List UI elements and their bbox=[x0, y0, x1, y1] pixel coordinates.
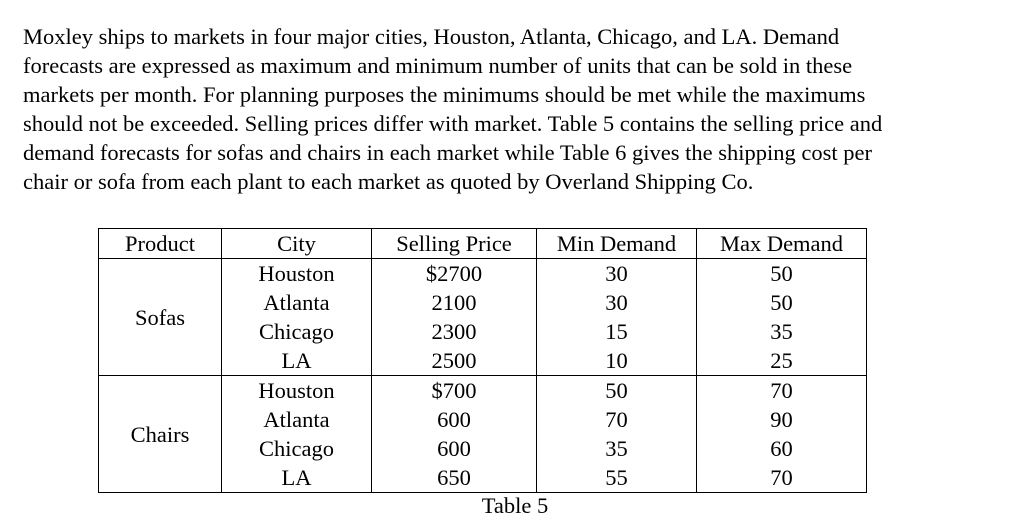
min-demand-cell: 30 bbox=[536, 258, 697, 288]
max-demand-cell: 70 bbox=[696, 375, 867, 405]
max-demand-cell: 60 bbox=[696, 434, 867, 463]
header-max-demand: Max Demand bbox=[696, 228, 867, 259]
price-cell: 2300 bbox=[371, 317, 537, 346]
table-row: Atlanta 600 70 90 bbox=[99, 405, 867, 434]
min-demand-cell: 15 bbox=[536, 317, 697, 346]
min-demand-cell: 70 bbox=[536, 405, 697, 434]
price-cell: $2700 bbox=[371, 258, 537, 288]
price-cell: 2100 bbox=[371, 288, 537, 317]
city-cell: Atlanta bbox=[221, 288, 372, 317]
table-row: LA 650 55 70 bbox=[99, 463, 867, 493]
price-cell: 600 bbox=[371, 434, 537, 463]
paragraph-line: chair or sofa from each plant to each ma… bbox=[23, 169, 754, 194]
max-demand-cell: 50 bbox=[696, 288, 867, 317]
price-cell: 600 bbox=[371, 405, 537, 434]
min-demand-cell: 30 bbox=[536, 288, 697, 317]
problem-description: Moxley ships to markets in four major ci… bbox=[23, 22, 1013, 196]
table-body: Sofas Houston $2700 30 50 Atlanta 2100 3… bbox=[98, 258, 867, 493]
demand-table: Product City Selling Price Min Demand Ma… bbox=[98, 228, 867, 493]
table-row: Chairs Houston $700 50 70 bbox=[98, 375, 867, 493]
price-cell: 2500 bbox=[371, 346, 537, 376]
table-row: Chicago 600 35 60 bbox=[99, 434, 867, 463]
product-cell-chairs: Chairs bbox=[98, 375, 222, 493]
city-cell: LA bbox=[221, 463, 372, 493]
table-row: Atlanta 2100 30 50 bbox=[99, 288, 867, 317]
max-demand-cell: 50 bbox=[696, 258, 867, 288]
city-cell: Houston bbox=[221, 258, 372, 288]
header-min-demand: Min Demand bbox=[536, 228, 697, 259]
max-demand-cell: 35 bbox=[696, 317, 867, 346]
table-row: LA 2500 10 25 bbox=[99, 346, 867, 376]
table-caption: Table 5 bbox=[481, 493, 549, 518]
price-cell: 650 bbox=[371, 463, 537, 493]
header-city: City bbox=[221, 228, 372, 259]
product-cell-sofas: Sofas bbox=[98, 258, 222, 376]
table-row: Chicago 2300 15 35 bbox=[99, 317, 867, 346]
header-selling-price: Selling Price bbox=[371, 228, 537, 259]
min-demand-cell: 35 bbox=[536, 434, 697, 463]
table-header-row: Product City Selling Price Min Demand Ma… bbox=[98, 228, 867, 259]
paragraph-line: forecasts are expressed as maximum and m… bbox=[23, 53, 853, 78]
max-demand-cell: 25 bbox=[696, 346, 867, 376]
city-cell: LA bbox=[221, 346, 372, 376]
table-row: Sofas Houston $2700 30 50 bbox=[98, 258, 867, 376]
max-demand-cell: 90 bbox=[696, 405, 867, 434]
min-demand-cell: 55 bbox=[536, 463, 697, 493]
paragraph-line: should not be exceeded. Selling prices d… bbox=[23, 111, 883, 136]
max-demand-cell: 70 bbox=[696, 463, 867, 493]
paragraph-line: demand forecasts for sofas and chairs in… bbox=[23, 140, 872, 165]
table-header: Product City Selling Price Min Demand Ma… bbox=[98, 228, 867, 259]
city-cell: Atlanta bbox=[221, 405, 372, 434]
price-cell: $700 bbox=[371, 375, 537, 405]
header-product: Product bbox=[98, 228, 222, 259]
city-cell: Chicago bbox=[221, 434, 372, 463]
min-demand-cell: 10 bbox=[536, 346, 697, 376]
city-cell: Houston bbox=[221, 375, 372, 405]
paragraph-line: markets per month. For planning purposes… bbox=[23, 82, 866, 107]
paragraph-line: Moxley ships to markets in four major ci… bbox=[23, 24, 840, 49]
min-demand-cell: 50 bbox=[536, 375, 697, 405]
city-cell: Chicago bbox=[221, 317, 372, 346]
